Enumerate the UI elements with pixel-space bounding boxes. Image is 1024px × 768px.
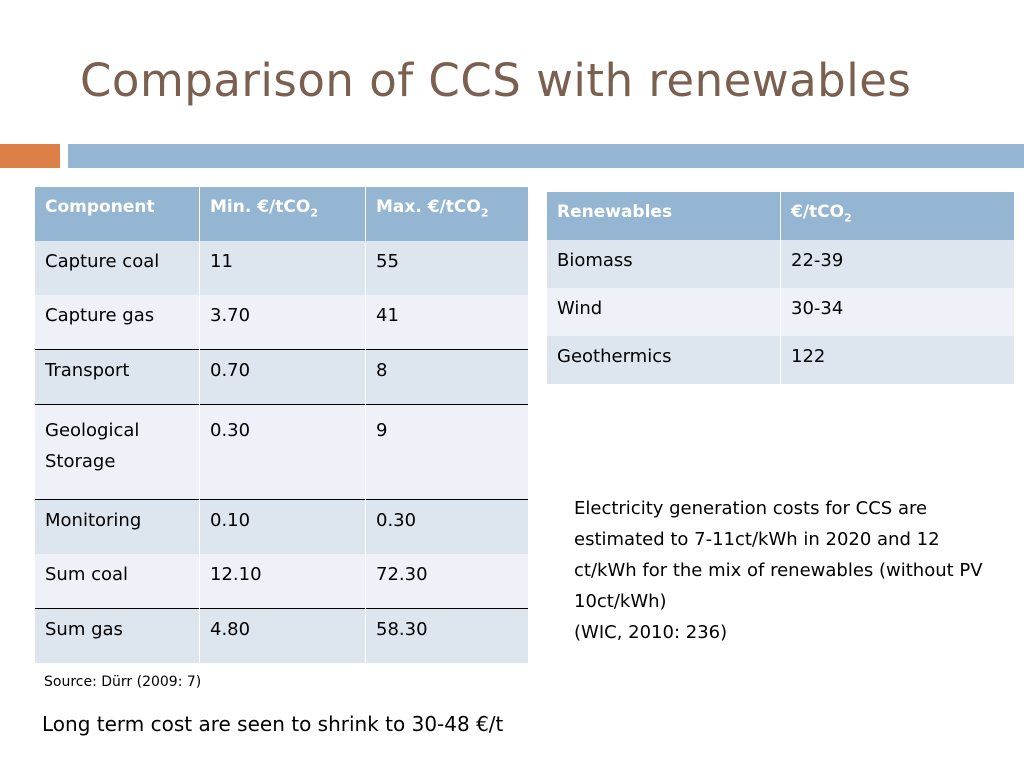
table-row: Capture gas 3.70 41 (35, 295, 529, 350)
table-row: Capture coal 11 55 (35, 241, 529, 295)
table-row: Transport 0.70 8 (35, 349, 529, 405)
table-row: Monitoring 0.10 0.30 (35, 499, 529, 554)
header-component: Component (35, 187, 200, 241)
table-row: Sum gas 4.80 58.30 (35, 608, 529, 663)
renewables-cost-table: Renewables €/tCO2 Biomass 22-39 Wind 30-… (547, 192, 1015, 384)
accent-bar-blue (68, 144, 1024, 168)
cell-min: 3.70 (199, 295, 366, 350)
note-text: Electricity generation costs for CCS are… (574, 498, 983, 612)
header-min: Min. €/tCO2 (199, 187, 366, 241)
header-max: Max. €/tCO2 (365, 187, 529, 241)
cell-min: 12.10 (199, 554, 366, 609)
table-row: Sum coal 12.10 72.30 (35, 554, 529, 609)
cell-component: Sum coal (35, 554, 200, 609)
cell-max: 41 (365, 295, 529, 350)
cell-min: 0.30 (199, 404, 366, 500)
cell-component: Transport (35, 349, 200, 405)
table-row: Biomass 22-39 (547, 240, 1015, 288)
table-row: Geological Storage 0.30 9 (35, 404, 529, 500)
cell-component: Capture gas (35, 295, 200, 350)
table-row: Wind 30-34 (547, 288, 1015, 336)
cell-renewable: Geothermics (547, 336, 781, 384)
cell-cost: 30-34 (780, 288, 1015, 336)
cell-max: 72.30 (365, 554, 529, 609)
cell-renewable: Biomass (547, 240, 781, 288)
cell-cost: 122 (780, 336, 1015, 384)
accent-bar-orange (0, 144, 60, 168)
table-row: Geothermics 122 (547, 336, 1015, 384)
cell-max: 0.30 (365, 499, 529, 554)
ccs-cost-table: Component Min. €/tCO2 Max. €/tCO2 Captur… (35, 187, 529, 663)
header-renewables: Renewables (547, 192, 781, 240)
source-citation: Source: Dürr (2009: 7) (44, 674, 202, 690)
cell-min: 4.80 (199, 608, 366, 663)
cell-max: 58.30 (365, 608, 529, 663)
cell-max: 55 (365, 241, 529, 295)
cell-renewable: Wind (547, 288, 781, 336)
table-header-row: Renewables €/tCO2 (547, 192, 1015, 240)
cell-component: Geological Storage (35, 404, 200, 500)
long-term-statement: Long term cost are seen to shrink to 30-… (42, 712, 504, 736)
header-cost: €/tCO2 (780, 192, 1015, 240)
cell-min: 0.10 (199, 499, 366, 554)
cell-component: Monitoring (35, 499, 200, 554)
cell-min: 11 (199, 241, 366, 295)
table-header-row: Component Min. €/tCO2 Max. €/tCO2 (35, 187, 529, 241)
cell-component: Sum gas (35, 608, 200, 663)
cell-max: 9 (365, 404, 529, 500)
cell-cost: 22-39 (780, 240, 1015, 288)
cell-min: 0.70 (199, 349, 366, 405)
cell-component: Capture coal (35, 241, 200, 295)
slide-title: Comparison of CCS with renewables (80, 54, 912, 107)
electricity-cost-note: Electricity generation costs for CCS are… (574, 493, 994, 648)
note-citation: (WIC, 2010: 236) (574, 622, 728, 643)
cell-max: 8 (365, 349, 529, 405)
